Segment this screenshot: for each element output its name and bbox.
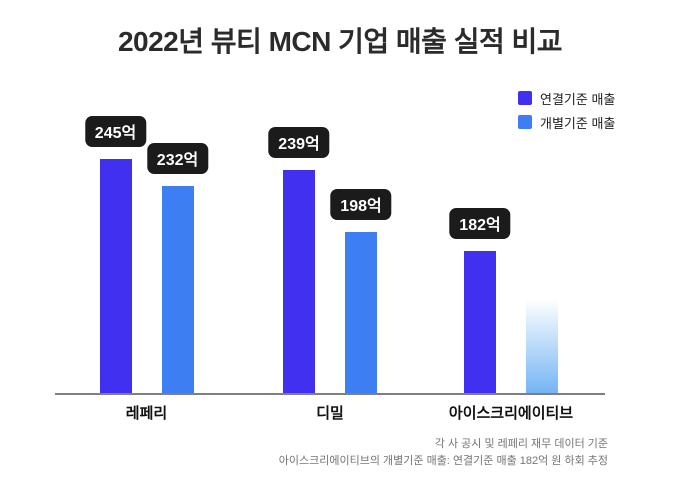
- legend-item: 연결기준 매출: [518, 91, 616, 107]
- value-badge: 239억: [268, 127, 330, 158]
- legend-item: 개별기준 매출: [518, 115, 616, 131]
- legend-swatch-icon: [518, 115, 532, 129]
- bar-estimated-revenue: [526, 299, 558, 393]
- source-note: 각 사 공시 및 레페리 재무 데이터 기준 아이스크리에이티브의 개별기준 매…: [279, 436, 608, 470]
- category-label: 아이스크리에이티브: [448, 405, 574, 422]
- source-note-line-2: 아이스크리에이티브의 개별기준 매출: 연결기준 매출 182억 원 하회 추정: [278, 455, 608, 467]
- value-badge: 232억: [146, 143, 209, 174]
- value-badge: 182억: [449, 208, 511, 239]
- value-badge: 245억: [84, 116, 147, 147]
- x-axis-line: [55, 393, 605, 395]
- bar-revenue: [283, 170, 315, 393]
- legend-label: 연결기준 매출: [540, 91, 616, 107]
- legend-label: 개별기준 매출: [540, 115, 616, 131]
- source-note-line-1: 각 사 공시 및 레페리 재무 데이터 기준: [434, 438, 608, 450]
- chart-title: 2022년 뷰티 MCN 기업 매출 실적 비교: [117, 26, 563, 57]
- value-badge: 198억: [330, 189, 392, 220]
- category-label: 레페리: [125, 405, 168, 422]
- bar-revenue: [464, 251, 496, 393]
- bar-revenue: [161, 186, 194, 393]
- bar-revenue: [345, 232, 377, 393]
- legend-swatch-icon: [518, 91, 532, 105]
- category-label: 디밀: [316, 405, 344, 422]
- bar-revenue: [99, 159, 132, 393]
